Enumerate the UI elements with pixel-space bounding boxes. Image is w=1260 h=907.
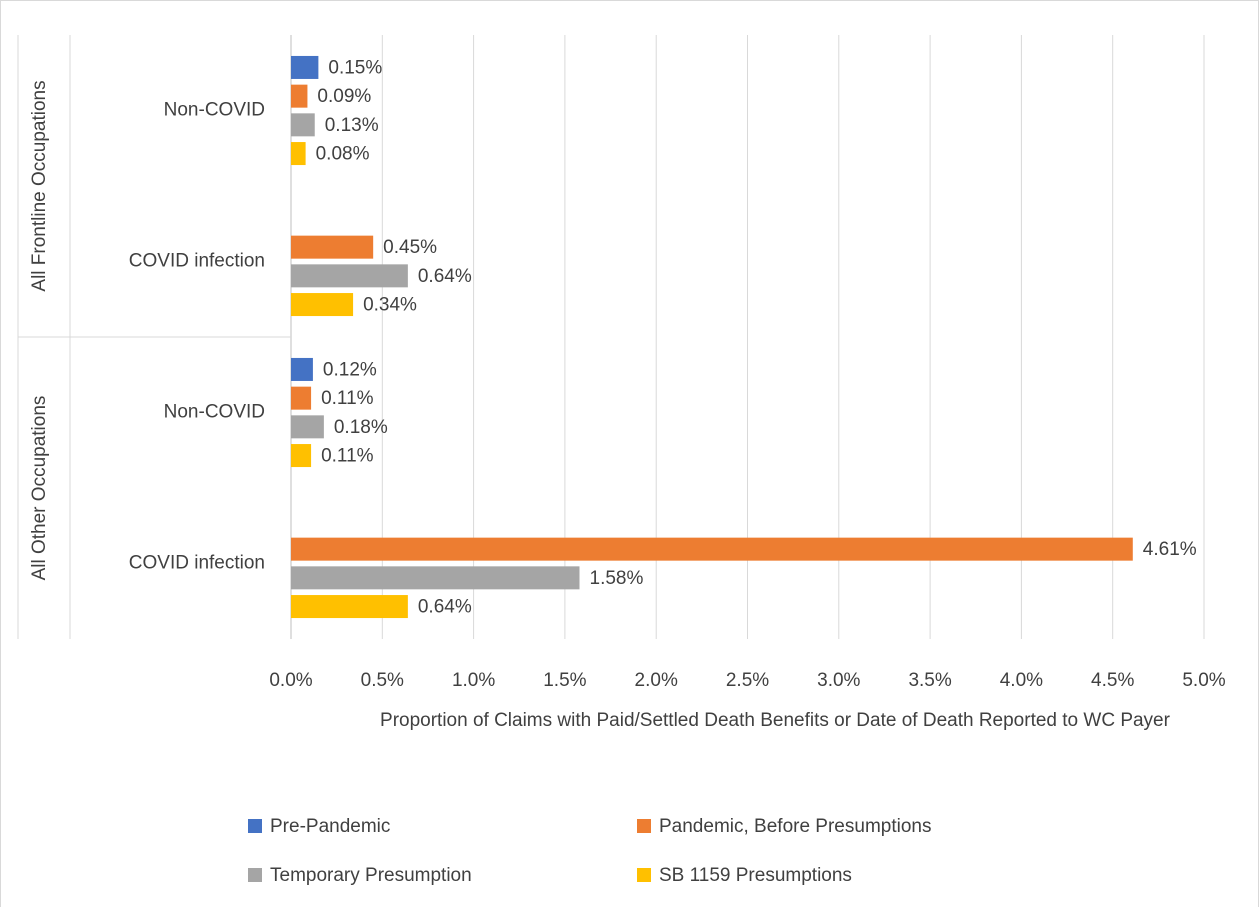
x-tick-label: 0.0% — [269, 670, 312, 691]
data-label: 0.08% — [316, 144, 370, 165]
bar — [291, 113, 315, 137]
legend-swatch — [637, 819, 651, 833]
data-label: 0.64% — [418, 266, 472, 287]
y-tick-label: COVID infection — [129, 553, 265, 574]
bar — [291, 293, 354, 317]
legend-swatch — [637, 868, 651, 882]
data-label: 1.58% — [590, 568, 644, 589]
legend-swatch — [248, 868, 262, 882]
data-label: 0.13% — [325, 115, 379, 136]
legend-label: Temporary Presumption — [270, 865, 472, 886]
bar — [291, 386, 312, 410]
legend-label: SB 1159 Presumptions — [659, 865, 852, 886]
bar — [291, 264, 408, 288]
data-label: 0.34% — [363, 295, 417, 316]
x-axis-title: Proportion of Claims with Paid/Settled D… — [380, 710, 1170, 731]
x-tick-label: 2.5% — [726, 670, 769, 691]
legend-label: Pandemic, Before Presumptions — [659, 816, 931, 837]
bar — [291, 537, 1133, 561]
data-label: 0.18% — [334, 417, 388, 438]
legend-label: Pre-Pandemic — [270, 816, 390, 837]
x-tick-label: 4.5% — [1091, 670, 1134, 691]
data-label: 0.15% — [328, 57, 382, 78]
data-label: 0.09% — [317, 86, 371, 107]
bar — [291, 84, 308, 108]
x-tick-label: 5.0% — [1182, 670, 1225, 691]
data-label: 0.11% — [321, 446, 374, 467]
y-tick-label: Non-COVID — [164, 402, 265, 423]
y-tick-label: Non-COVID — [164, 100, 265, 121]
bar — [291, 142, 306, 166]
bar — [291, 357, 313, 381]
data-label: 4.61% — [1143, 539, 1197, 560]
x-tick-label: 0.5% — [361, 670, 404, 691]
bar — [291, 566, 580, 590]
data-label: 0.64% — [418, 597, 472, 618]
x-tick-label: 3.5% — [908, 670, 951, 691]
data-label: 0.11% — [321, 388, 374, 409]
x-tick-label: 3.0% — [817, 670, 860, 691]
x-tick-label: 2.0% — [635, 670, 678, 691]
bar — [291, 444, 312, 468]
data-label: 0.45% — [383, 237, 437, 258]
y-tick-label: COVID infection — [129, 251, 265, 272]
group-label: All Frontline Occupations — [29, 80, 50, 291]
bar — [291, 415, 324, 439]
x-tick-label: 1.5% — [543, 670, 586, 691]
data-label: 0.12% — [323, 359, 377, 380]
x-tick-label: 1.0% — [452, 670, 495, 691]
bar — [291, 235, 374, 259]
bar — [291, 55, 319, 79]
x-tick-label: 4.0% — [1000, 670, 1043, 691]
group-label: All Other Occupations — [29, 396, 50, 581]
bar — [291, 595, 408, 619]
legend-swatch — [248, 819, 262, 833]
